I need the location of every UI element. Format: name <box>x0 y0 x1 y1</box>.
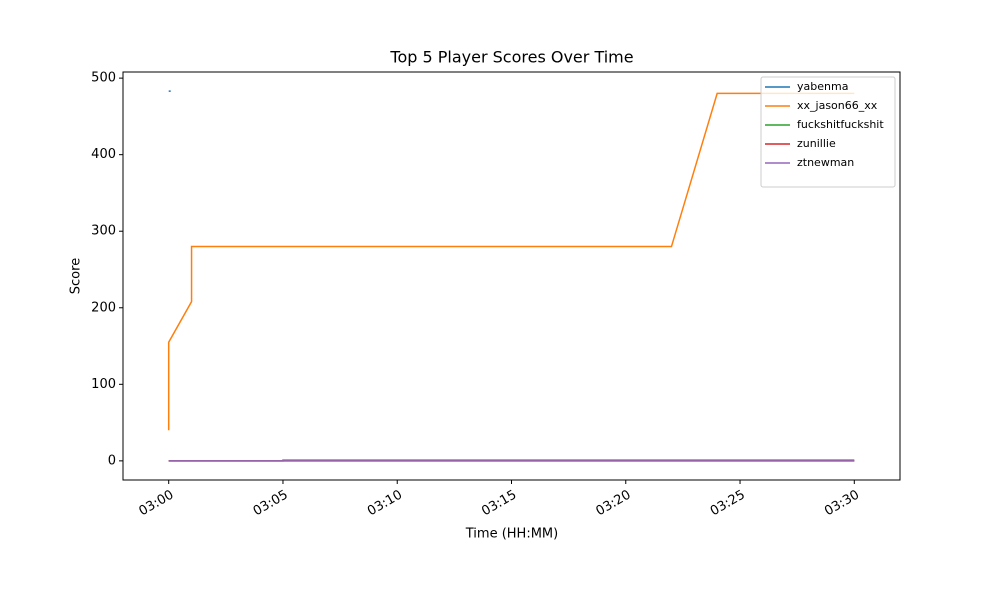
legend-label: ztnewman <box>797 156 854 169</box>
y-tick-label: 500 <box>91 71 116 86</box>
legend-label: zunillie <box>797 137 836 150</box>
legend-label: yabenma <box>797 80 848 93</box>
chart-title: Top 5 Player Scores Over Time <box>389 48 633 67</box>
y-tick-label: 200 <box>91 300 116 315</box>
y-tick-label: 300 <box>91 224 116 239</box>
x-axis-label: Time (HH:MM) <box>465 527 558 542</box>
legend-label: xx_jason66_xx <box>797 99 878 112</box>
legend-box <box>760 76 896 188</box>
legend-label: fuckshitfuckshit <box>797 118 884 131</box>
plot-frame <box>122 71 901 481</box>
line-series <box>167 92 855 431</box>
y-tick-label: 100 <box>91 377 116 392</box>
y-tick-label: 400 <box>91 147 116 162</box>
y-tick-label: 0 <box>108 453 116 468</box>
y-axis-label: Score <box>69 258 84 294</box>
